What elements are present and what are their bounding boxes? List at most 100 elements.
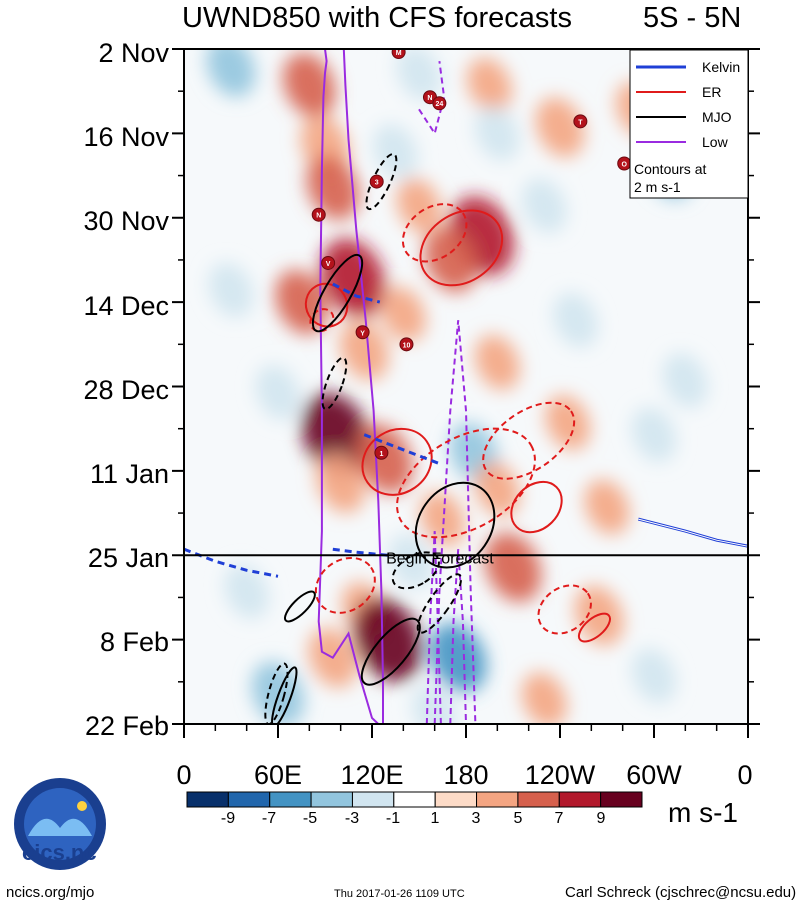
anomaly-blob [320,238,386,318]
colorbar-label: 1 [430,810,440,827]
storm-label: 10 [403,342,411,349]
er-contour [419,209,504,287]
low-line [418,60,446,136]
storm-marker: T [573,114,588,129]
colorbar-swatch [269,791,312,808]
storm-icon [355,325,370,340]
anomaly-blob [306,155,360,220]
storm-label: 1 [379,451,383,458]
colorbar-label: -5 [302,810,318,827]
anomaly-blob [631,648,677,704]
colorbar-swatch [517,791,560,808]
storm-marker: 10 [399,337,414,352]
mjo-contour [264,662,289,724]
x-tick-label: 120E [340,760,404,790]
storm-icon [391,49,406,60]
anomaly-blob [521,178,567,234]
anomaly-blob [484,532,542,602]
storm-label: O [622,162,628,169]
anomaly-blob [662,353,708,408]
y-tick-label: 14 Dec [83,291,169,321]
colorbar-swatch [351,791,395,808]
x-tick-label: 60E [253,760,303,790]
colorbar-label: -1 [385,810,401,827]
plot-frame [172,48,760,738]
y-tick-label: 16 Nov [83,122,169,152]
storm-label: V [326,261,331,268]
anomaly-blob [388,533,434,589]
anomaly-blob [535,97,585,158]
storm-marker: 1 [374,445,389,460]
kelvin-track [332,282,381,304]
legend-label: ER [702,84,721,100]
storm-marker: M [391,49,406,60]
x-tick-label: 120W [524,760,596,790]
anomaly-blob [224,564,270,619]
colorbar-swatch [434,791,478,808]
anomaly-blob [545,395,591,451]
legend-label: MJO [702,109,732,125]
storm-label: Y [360,330,365,337]
x-tick-label: 0 [737,760,753,790]
low-line [425,531,442,724]
storm-label: 24 [435,101,443,108]
legend-box [629,49,749,199]
colorbar-label: -9 [220,810,236,827]
anomaly-blob [584,479,630,535]
storm-marker: N [311,207,326,222]
colorbar-label: -3 [344,810,360,827]
kelvin-track [363,433,444,467]
storm-marker: V [321,255,336,270]
storm-marker: O [617,156,632,171]
mjo-contour [360,617,421,686]
storm-icon [432,96,447,111]
x-tick-label: 0 [176,760,192,790]
anomaly-blob [380,286,426,342]
y-tick-label: 8 Feb [99,627,169,657]
cicsnc-logo [14,778,106,870]
er-contour [537,584,592,635]
low-line [433,320,477,724]
storm-marker: 3 [369,174,384,189]
storm-label: 3 [375,180,379,187]
y-tick-label: 22 Feb [84,711,169,741]
storm-label: T [578,119,583,126]
mjo-contour [311,253,364,333]
anomaly-blob [423,227,477,293]
anomaly-blob [631,407,677,463]
y-tick-label: 25 Jan [87,543,169,573]
colorbar-label: 5 [513,810,523,827]
colorbar-label: 7 [554,810,564,827]
er-contour [577,612,611,643]
colorbar-swatch [186,791,229,808]
anomaly-blob [467,57,512,113]
y-tick-label: 2 Nov [98,38,169,68]
y-tick-label: 28 Dec [83,375,169,405]
legend-note: Contours at [634,161,706,177]
footer-author: Carl Schreck (cjschrec@ncsu.edu) [565,884,797,901]
storm-marker: 24 [432,96,447,111]
er-contour [304,282,349,328]
storm-marker: Y [355,325,370,340]
anomaly-blob [396,49,442,101]
colorbar-swatch [558,791,602,808]
forecast-start-label: Begin Forecast [386,550,494,567]
colorbar-label: -7 [261,810,277,827]
x-tick-label: 180 [443,760,489,790]
anomaly-blob [396,178,442,234]
low-line [449,549,467,724]
storm-label: N [316,213,321,220]
anomaly-blob [301,392,371,477]
mjo-contour [414,481,496,569]
storm-icon [399,337,414,352]
storm-label: N [427,95,432,102]
y-tick-label: 30 Nov [83,206,169,236]
anomaly-blob [339,320,389,381]
er-contour [482,401,576,480]
anomaly-blob [521,672,567,724]
anomaly-blob [474,105,520,161]
anomaly-blob [373,124,418,179]
storm-icon [573,114,588,129]
